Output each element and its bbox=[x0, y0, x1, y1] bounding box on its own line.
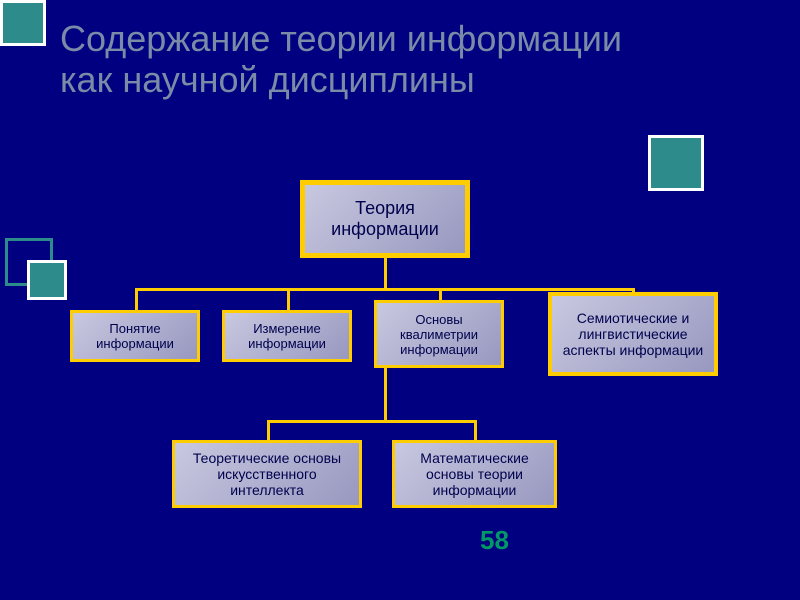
node-root: Теория информации bbox=[300, 180, 470, 258]
decoration-square bbox=[0, 0, 46, 46]
node-row2-3: Семиотические и лингвистические аспекты … bbox=[548, 292, 718, 376]
node-row3-0: Теоретические основы искусственного инте… bbox=[172, 440, 362, 508]
node-row2-1: Измерение информации bbox=[222, 310, 352, 362]
node-row2-2: Основы квалиметрии информации bbox=[374, 300, 504, 368]
node-label: Семиотические и лингвистические аспекты … bbox=[558, 310, 708, 358]
node-label: Теоретические основы искусственного инте… bbox=[181, 450, 353, 498]
page-title: Содержание теории информации как научной… bbox=[60, 18, 660, 101]
node-label: Измерение информации bbox=[231, 321, 343, 351]
page-number: 58 bbox=[480, 525, 509, 556]
node-label: Основы квалиметрии информации bbox=[383, 312, 495, 357]
connector bbox=[384, 258, 387, 288]
connector bbox=[267, 420, 477, 423]
node-label: Математические основы теории информации bbox=[401, 450, 548, 498]
node-label: Понятие информации bbox=[79, 321, 191, 351]
decoration-square bbox=[648, 135, 704, 191]
node-label: Теория информации bbox=[311, 198, 459, 240]
node-row3-1: Математические основы теории информации bbox=[392, 440, 557, 508]
connector bbox=[287, 288, 290, 310]
connector bbox=[439, 288, 442, 300]
connector bbox=[267, 420, 270, 440]
connector bbox=[384, 368, 387, 420]
decoration-square bbox=[27, 260, 67, 300]
connector bbox=[135, 288, 138, 310]
node-row2-0: Понятие информации bbox=[70, 310, 200, 362]
connector bbox=[474, 420, 477, 440]
connector bbox=[135, 288, 635, 291]
